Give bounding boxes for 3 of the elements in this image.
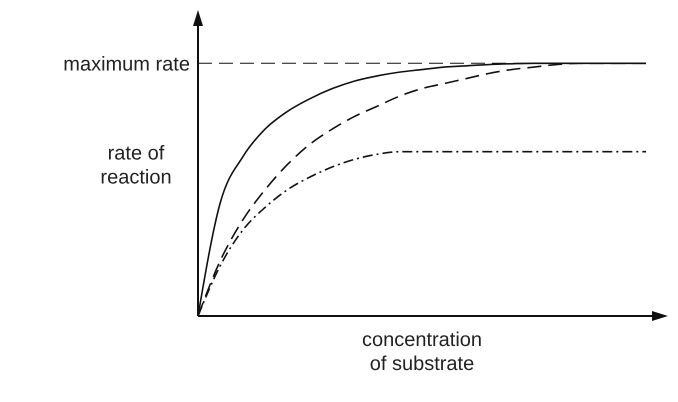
ref-line-label: maximum rate [63, 53, 190, 76]
y-axis-title: rate of reaction [100, 142, 172, 188]
x-axis-title: concentration of substrate [362, 329, 482, 375]
